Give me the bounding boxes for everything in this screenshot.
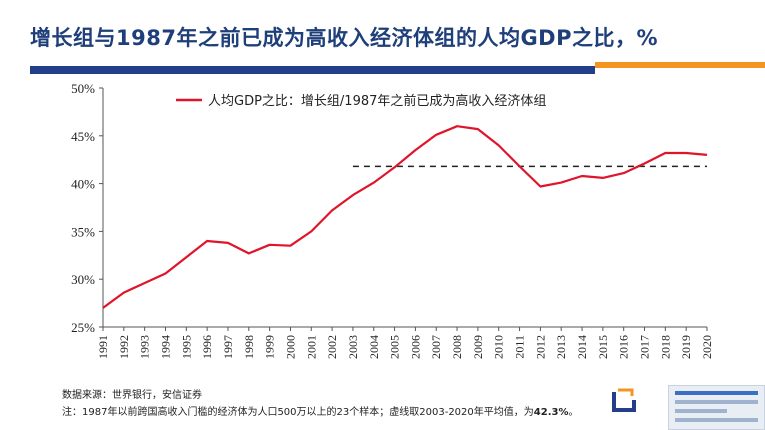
y-tick-label: 25%: [71, 320, 95, 335]
x-tick-label: 2015: [596, 335, 610, 359]
x-tick-label: 2007: [429, 335, 443, 359]
x-tick-label: 1993: [138, 335, 152, 359]
x-tick-label: 2010: [492, 335, 506, 359]
brand-logo-icon: [612, 388, 636, 412]
report-thumbnail[interactable]: [668, 385, 765, 430]
title-underline-orange: [595, 62, 765, 68]
x-tick-label: 2011: [513, 335, 527, 359]
x-tick-label: 1996: [200, 335, 214, 359]
x-tick-label: 2017: [638, 335, 652, 359]
y-tick-label: 50%: [71, 81, 95, 96]
y-tick-label: 30%: [71, 272, 95, 287]
x-tick-label: 1998: [242, 335, 256, 359]
x-tick-label: 1991: [96, 335, 110, 359]
y-tick-label: 40%: [71, 177, 95, 192]
x-tick-label: 2014: [575, 335, 589, 359]
x-tick-label: 2005: [388, 335, 402, 359]
line-chart: 25% 30% 35% 40% 45% 50% 1991 1992 1993 1994 1995 19…: [71, 81, 714, 359]
x-tick-label: 2019: [679, 335, 693, 359]
x-tick-label: 2020: [700, 335, 714, 359]
x-tick-label: 2018: [658, 335, 672, 359]
series-line: [102, 125, 708, 309]
x-tick-label: 2006: [408, 335, 422, 359]
x-tick-label: 2009: [471, 335, 485, 359]
footnote-text: 注：1987年以前跨国高收入门槛的经济体为人口500万以上的23个样本；虚线取2…: [62, 407, 534, 418]
y-tick-label: 35%: [71, 224, 95, 239]
x-tick-label: 2004: [367, 335, 381, 359]
data-source: 数据来源：世界银行，安信证券: [62, 390, 202, 401]
x-tick-label: 2003: [346, 335, 360, 359]
title-underline-blue: [30, 66, 595, 74]
x-tick-label: 1992: [117, 335, 131, 359]
x-tick-label: 2000: [283, 335, 297, 359]
x-tick-label: 1997: [221, 335, 235, 359]
x-tick-label: 1995: [179, 335, 193, 359]
x-tick-label: 2012: [533, 335, 547, 359]
legend-label: 人均GDP之比：增长组/1987年之前已成为高收入经济体组: [208, 93, 546, 109]
x-tick-label: 1999: [263, 335, 277, 359]
chart-title: 增长组与1987年之前已成为高收入经济体组的人均GDP之比，%: [30, 26, 659, 50]
x-tick-label: 2016: [617, 335, 631, 359]
footnote: 注：1987年以前跨国高收入门槛的经济体为人口500万以上的23个样本；虚线取2…: [62, 403, 578, 418]
x-tick-label: 2001: [304, 335, 318, 359]
x-tick-label: 1994: [158, 335, 172, 359]
y-tick-label: 45%: [71, 129, 95, 144]
footnote-average-value: 42.3%: [533, 407, 569, 418]
footnote-end: 。: [568, 407, 579, 418]
x-tick-label: 2002: [325, 335, 339, 359]
x-tick-label: 2008: [450, 335, 464, 359]
x-tick-label: 2013: [554, 335, 568, 359]
